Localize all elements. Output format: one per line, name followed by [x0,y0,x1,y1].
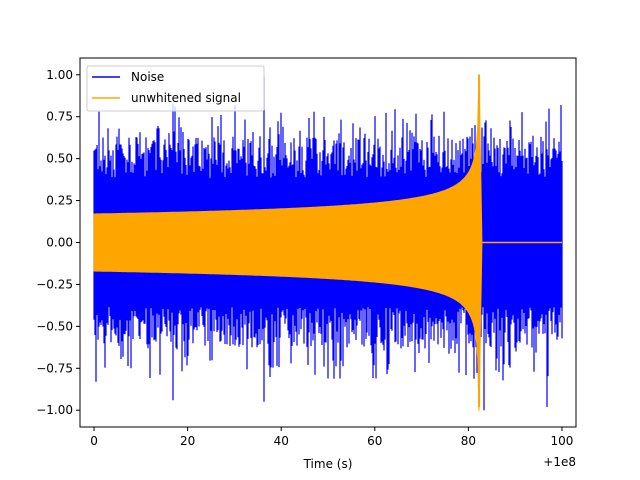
y-tick-label: −0.75 [36,361,73,375]
y-tick-label: 1.00 [46,68,73,82]
legend: Noise unwhitened signal [86,65,265,112]
x-tick-label: 100 [551,434,574,448]
y-tick-label: 0.50 [46,152,73,166]
legend-box [86,65,265,112]
y-tick-label: −0.50 [36,319,73,333]
y-tick-label: −1.00 [36,403,73,417]
plot-area [93,74,563,411]
y-tick-label: −0.25 [36,277,73,291]
x-tick-label: 20 [180,434,195,448]
legend-noise-label: Noise [131,70,164,84]
legend-signal-label: unwhitened signal [131,91,241,105]
x-tick-label: 0 [90,434,98,448]
x-offset-label: +1e8 [543,455,576,469]
y-tick-label: 0.75 [46,110,73,124]
signal-series-envelope [93,74,483,411]
y-tick-label: 0.00 [46,236,73,250]
axes: 0 20 40 60 80 100 −1.00 −0.75 −0.50 −0.25 0.00 0.25… [36,57,577,448]
x-tick-label: 80 [461,434,476,448]
y-tick-label: 0.25 [46,194,73,208]
x-axis-label: Time (s) [303,457,353,471]
x-tick-label: 60 [367,434,382,448]
x-tick-label: 40 [274,434,289,448]
